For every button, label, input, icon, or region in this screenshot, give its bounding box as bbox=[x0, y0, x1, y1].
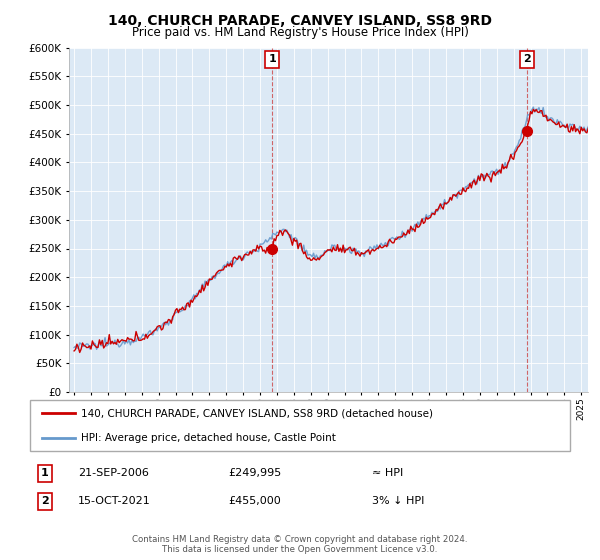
Text: 1: 1 bbox=[41, 468, 49, 478]
Text: HPI: Average price, detached house, Castle Point: HPI: Average price, detached house, Cast… bbox=[81, 433, 336, 443]
Text: 3% ↓ HPI: 3% ↓ HPI bbox=[372, 496, 424, 506]
Text: 21-SEP-2006: 21-SEP-2006 bbox=[78, 468, 149, 478]
Text: Contains HM Land Registry data © Crown copyright and database right 2024.
This d: Contains HM Land Registry data © Crown c… bbox=[132, 535, 468, 554]
Text: £455,000: £455,000 bbox=[228, 496, 281, 506]
Text: 140, CHURCH PARADE, CANVEY ISLAND, SS8 9RD (detached house): 140, CHURCH PARADE, CANVEY ISLAND, SS8 9… bbox=[81, 408, 433, 418]
Text: 1: 1 bbox=[268, 54, 276, 64]
Text: Price paid vs. HM Land Registry's House Price Index (HPI): Price paid vs. HM Land Registry's House … bbox=[131, 26, 469, 39]
Text: ≈ HPI: ≈ HPI bbox=[372, 468, 403, 478]
Text: £249,995: £249,995 bbox=[228, 468, 281, 478]
Text: 15-OCT-2021: 15-OCT-2021 bbox=[78, 496, 151, 506]
Text: 140, CHURCH PARADE, CANVEY ISLAND, SS8 9RD: 140, CHURCH PARADE, CANVEY ISLAND, SS8 9… bbox=[108, 14, 492, 28]
Text: 2: 2 bbox=[41, 496, 49, 506]
Text: 2: 2 bbox=[523, 54, 531, 64]
